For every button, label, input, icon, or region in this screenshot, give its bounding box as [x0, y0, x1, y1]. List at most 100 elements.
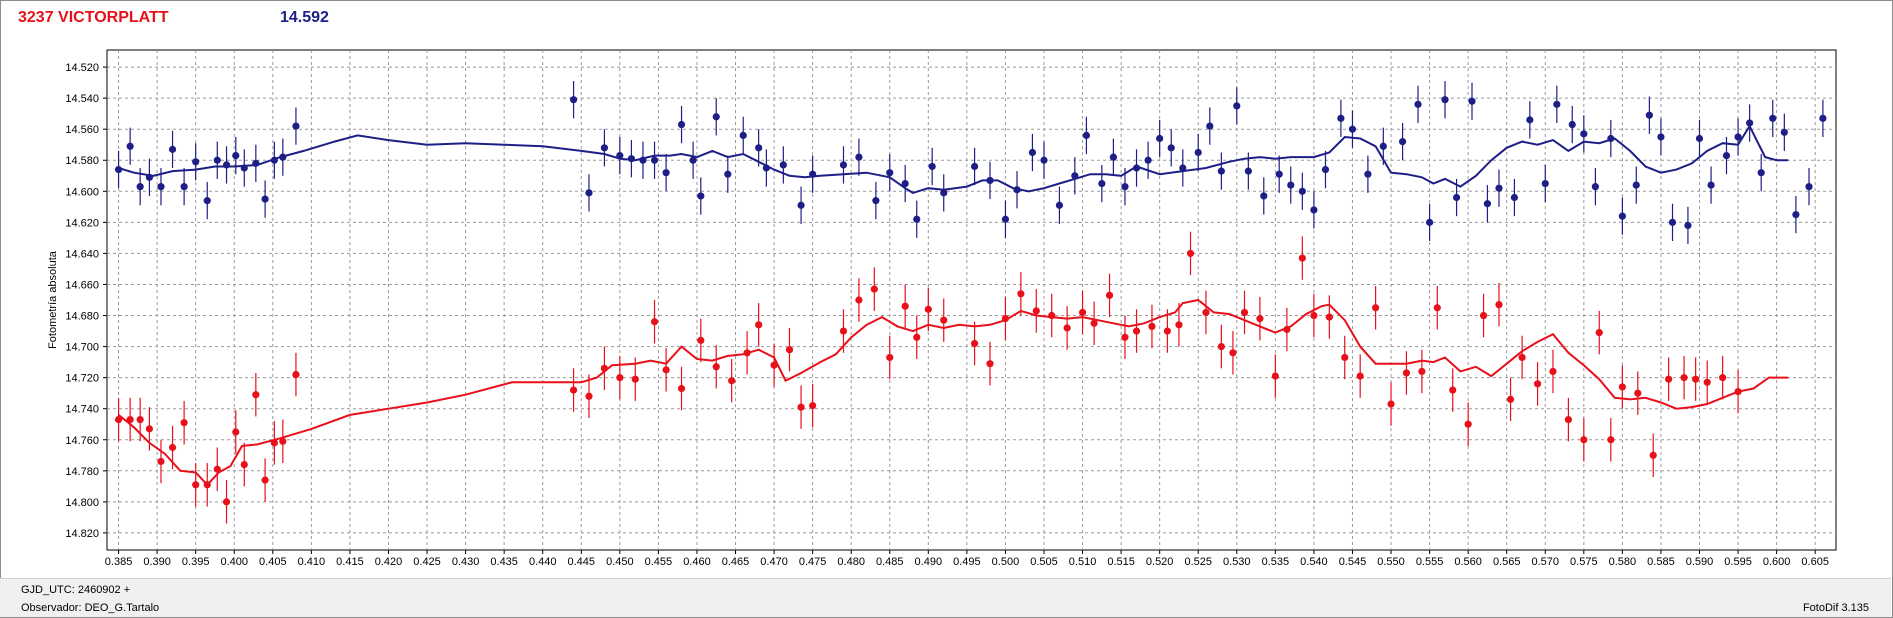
object-title: 3237 VICTORPLATT — [18, 9, 169, 26]
data-point — [145, 425, 154, 433]
data-point — [1244, 167, 1252, 175]
data-point — [1175, 321, 1183, 329]
data-point — [600, 364, 609, 372]
data-point — [1240, 308, 1249, 317]
data-point — [616, 374, 624, 382]
data-point — [616, 151, 624, 160]
x-tick-label: 0.520 — [1146, 556, 1174, 568]
data-point — [292, 370, 300, 379]
data-point — [1533, 380, 1542, 388]
data-point — [728, 377, 736, 385]
data-point — [1217, 167, 1225, 175]
app-version: FotoDif 3.135 — [1802, 602, 1869, 614]
x-tick-label: 0.435 — [490, 556, 518, 568]
data-point — [126, 415, 134, 424]
data-point — [1746, 119, 1754, 127]
y-tick-label: 14.760 — [65, 435, 99, 447]
data-point — [1105, 291, 1114, 299]
data-point — [1229, 349, 1237, 357]
x-tick-label: 0.580 — [1609, 556, 1637, 568]
data-point — [870, 285, 878, 293]
data-point — [136, 183, 144, 191]
data-point — [1665, 375, 1673, 383]
data-point — [1668, 218, 1677, 226]
data-point — [1028, 148, 1037, 157]
data-point — [970, 162, 979, 171]
data-point — [1792, 210, 1800, 219]
data-point — [1632, 181, 1640, 189]
data-point — [809, 170, 817, 178]
data-point — [1001, 215, 1010, 223]
data-point — [662, 169, 670, 177]
data-point — [168, 145, 177, 153]
data-point — [157, 457, 165, 466]
data-point — [770, 361, 778, 369]
x-tick-label: 0.450 — [606, 556, 634, 568]
data-point — [913, 215, 921, 223]
data-point — [1163, 327, 1171, 335]
data-point — [1040, 156, 1048, 164]
data-point — [1449, 386, 1457, 394]
data-point — [222, 498, 231, 506]
data-point — [886, 169, 894, 177]
data-point — [1048, 311, 1056, 320]
grid — [107, 50, 1836, 550]
data-point — [1684, 221, 1692, 230]
observer-label: Observador: DEO_G.Tartalo — [21, 602, 160, 614]
data-point — [1078, 308, 1087, 317]
data-point — [1580, 436, 1588, 444]
data-point — [1564, 415, 1572, 424]
data-point — [1121, 183, 1129, 191]
data-point — [1468, 97, 1476, 105]
data-point — [712, 363, 720, 371]
data-point — [1283, 325, 1291, 334]
data-point — [213, 156, 221, 164]
data-point — [585, 392, 593, 400]
data-point — [662, 366, 670, 374]
data-point — [797, 201, 805, 209]
y-tick-label: 14.640 — [65, 248, 99, 260]
y-tick-label: 14.580 — [65, 155, 99, 167]
data-point — [724, 170, 732, 178]
data-point — [1441, 96, 1449, 104]
data-point — [1167, 144, 1175, 152]
data-point — [940, 189, 948, 197]
data-point — [1287, 181, 1295, 189]
data-point — [809, 401, 817, 410]
data-point — [739, 131, 747, 140]
data-point — [168, 443, 177, 452]
data-point — [1379, 142, 1387, 150]
data-point — [240, 164, 248, 172]
data-point — [192, 481, 200, 489]
data-point — [1722, 151, 1731, 160]
data-point — [1194, 148, 1202, 157]
data-point — [677, 384, 686, 393]
data-point — [1179, 164, 1187, 172]
data-point — [1769, 114, 1777, 122]
data-point — [1433, 304, 1441, 312]
x-tick-label: 0.500 — [992, 556, 1020, 568]
data-point — [1348, 125, 1357, 133]
data-point — [232, 428, 240, 436]
data-point — [1595, 329, 1603, 337]
data-point — [569, 96, 578, 104]
data-point — [1510, 193, 1519, 202]
data-point — [145, 173, 154, 181]
y-tick-label: 14.700 — [65, 342, 99, 354]
data-point — [1063, 324, 1071, 332]
data-point — [232, 151, 240, 160]
data-point — [928, 162, 936, 171]
data-point — [1452, 193, 1461, 202]
data-point — [203, 197, 211, 205]
data-point — [270, 156, 278, 164]
x-tick-label: 0.510 — [1069, 556, 1097, 568]
x-tick-label: 0.575 — [1570, 556, 1598, 568]
data-point — [797, 403, 805, 411]
data-point — [585, 189, 593, 197]
series-0-trend-line — [118, 124, 1789, 194]
data-point — [1001, 315, 1010, 323]
data-point — [1217, 342, 1225, 351]
series-1 — [114, 231, 1789, 524]
data-marks — [114, 81, 1827, 524]
data-point — [639, 156, 647, 164]
